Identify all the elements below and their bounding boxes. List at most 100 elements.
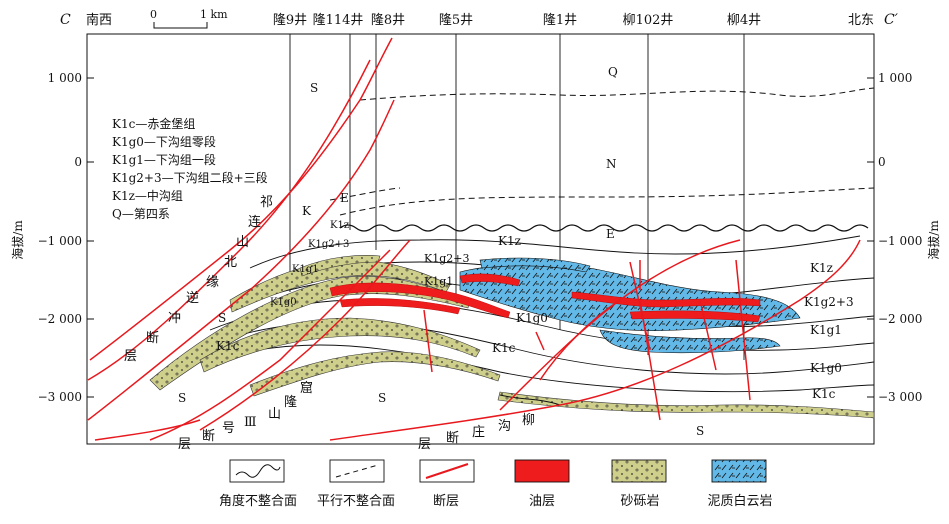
svg-text:断: 断 bbox=[146, 331, 159, 346]
section-right-label: C′ bbox=[884, 12, 899, 28]
symbol-legend: 角度不整合面 平行不整合面 断层 油层 砂砾岩 泥质白云岩 bbox=[219, 459, 773, 509]
right-tick-label: −2 000 bbox=[878, 312, 922, 326]
svg-text:断: 断 bbox=[202, 429, 215, 444]
well-label: 柳4井 bbox=[727, 13, 761, 28]
svg-text:层: 层 bbox=[124, 349, 137, 364]
unit-K1z-west: K1z bbox=[330, 220, 349, 231]
unit-S-east: S bbox=[696, 424, 704, 438]
zhuanglang-fault-label: 层 断 庄 沟 柳 bbox=[418, 413, 535, 452]
well-label: 隆1井 bbox=[543, 13, 577, 28]
section-left-direction: 南西 bbox=[86, 12, 112, 28]
unit-N: N bbox=[606, 157, 617, 171]
svg-text:层: 层 bbox=[418, 437, 431, 452]
unit-S-mid: S bbox=[378, 391, 386, 405]
faults bbox=[87, 37, 861, 441]
legend-oil-layer: 油层 bbox=[514, 459, 570, 509]
unit-S-sw: S bbox=[178, 391, 186, 405]
unit-E: E bbox=[606, 227, 615, 241]
left-axis: 1 000 0 −1 000 −2 000 −3 000 海拔/m bbox=[10, 71, 94, 404]
svg-text:祁: 祁 bbox=[260, 195, 273, 210]
section-right-direction: 北东 bbox=[848, 13, 874, 28]
unit-Q: Q bbox=[608, 65, 618, 79]
key-item: K1g0—下沟组零段 bbox=[112, 134, 216, 149]
svg-text:缘: 缘 bbox=[206, 275, 219, 290]
scale-end: 1 km bbox=[200, 8, 228, 21]
parallel-unconformities bbox=[329, 87, 875, 216]
key-item: K1g2+3—下沟组二段+三段 bbox=[112, 170, 268, 185]
legend-fault: 断层 bbox=[419, 459, 475, 509]
section-left-label: C bbox=[60, 12, 71, 28]
left-tick-label: −2 000 bbox=[38, 312, 82, 326]
key-item: Q—第四系 bbox=[112, 207, 170, 221]
right-tick-label: 0 bbox=[878, 155, 886, 169]
svg-text:号: 号 bbox=[222, 421, 235, 436]
svg-text:隆: 隆 bbox=[284, 395, 297, 410]
svg-text:连: 连 bbox=[248, 214, 261, 230]
longshan-fault-label: 层 断 号 Ⅲ 山 隆 窟 bbox=[178, 380, 313, 452]
unit-K: K bbox=[302, 204, 312, 218]
key-item: K1c—赤金堡组 bbox=[112, 116, 195, 131]
left-tick-label: 1 000 bbox=[48, 71, 82, 85]
well-label: 隆5井 bbox=[439, 13, 473, 28]
legend-dolomite: 泥质白云岩 bbox=[707, 459, 773, 509]
svg-text:山: 山 bbox=[268, 407, 281, 422]
formation-key: K1c—赤金堡组 K1g0—下沟组零段 K1g1—下沟组一段 K1g2+3—下沟… bbox=[112, 116, 268, 221]
unit-K1z: K1z bbox=[498, 234, 521, 248]
legend-label: 砂砾岩 bbox=[620, 494, 659, 509]
unit-labels: S Q N E E K K1z K1z K1g2+3 K1g2+3 K1g1 K… bbox=[178, 65, 854, 438]
left-tick-label: 0 bbox=[74, 155, 82, 169]
unit-K1c-west: K1c bbox=[216, 339, 240, 353]
svg-text:柳: 柳 bbox=[522, 413, 535, 428]
legend-label: 角度不整合面 bbox=[219, 493, 297, 509]
svg-text:断: 断 bbox=[446, 431, 459, 446]
left-tick-label: −3 000 bbox=[38, 390, 82, 404]
unit-K1c: K1c bbox=[492, 341, 516, 355]
svg-text:沟: 沟 bbox=[498, 419, 511, 434]
right-axis: 1 000 0 −1 000 −2 000 −3 000 海拔/m bbox=[867, 71, 941, 404]
scale-bar: 0 1 km bbox=[150, 8, 228, 29]
unit-K1c-east: K1c bbox=[812, 387, 836, 401]
left-axis-title: 海拔/m bbox=[10, 220, 25, 260]
svg-text:Ⅲ: Ⅲ bbox=[244, 415, 257, 430]
unit-K1g1: K1g1 bbox=[424, 275, 453, 288]
well-label: 隆8井 bbox=[371, 13, 405, 28]
legend-label: 油层 bbox=[529, 494, 555, 509]
unit-S-west: S bbox=[218, 311, 226, 325]
sand-conglomerate-bodies bbox=[149, 255, 875, 419]
left-tick-label: −1 000 bbox=[38, 234, 82, 248]
legend-label: 断层 bbox=[433, 494, 459, 509]
svg-text:逆: 逆 bbox=[186, 290, 199, 306]
unit-K1g23: K1g2+3 bbox=[424, 252, 469, 265]
wells: 隆9井 隆114井 隆8井 隆5井 隆1井 柳102井 柳4井 bbox=[273, 13, 761, 360]
unit-K1z-east: K1z bbox=[810, 261, 833, 275]
unit-S: S bbox=[310, 81, 318, 95]
unit-K1g0-east: K1g0 bbox=[810, 361, 842, 375]
right-tick-label: −1 000 bbox=[878, 234, 922, 248]
legend-sandstone: 砂砾岩 bbox=[611, 459, 667, 509]
scale-start: 0 bbox=[150, 8, 157, 21]
unit-K1g1-west: K1g1 bbox=[292, 264, 319, 275]
right-tick-label: 1 000 bbox=[878, 71, 912, 85]
legend-angular-unconformity: 角度不整合面 bbox=[219, 459, 297, 509]
legend-parallel-unconformity: 平行不整合面 bbox=[317, 459, 395, 509]
svg-text:冲: 冲 bbox=[168, 311, 181, 326]
well-label: 隆114井 bbox=[313, 13, 364, 28]
svg-text:层: 层 bbox=[178, 437, 191, 452]
svg-text:北: 北 bbox=[224, 255, 237, 270]
legend-label: 平行不整合面 bbox=[317, 494, 395, 509]
svg-text:庄: 庄 bbox=[472, 424, 485, 440]
right-axis-title: 海拔/m bbox=[926, 220, 941, 260]
unit-E-local: E bbox=[340, 191, 349, 205]
well-label: 柳102井 bbox=[623, 13, 674, 28]
svg-text:窟: 窟 bbox=[300, 380, 313, 396]
right-tick-label: −3 000 bbox=[878, 390, 922, 404]
well-label: 隆9井 bbox=[273, 13, 307, 28]
unit-K1g0: K1g0 bbox=[516, 311, 548, 325]
key-item: K1z—中沟组 bbox=[112, 188, 183, 203]
plot-frame bbox=[86, 33, 875, 445]
unit-K1g0-west: K1g0 bbox=[270, 297, 297, 308]
unit-K1g23-east: K1g2+3 bbox=[804, 295, 854, 309]
qilian-fault-label: 祁 连 山 北 缘 逆 冲 断 层 bbox=[124, 195, 273, 364]
